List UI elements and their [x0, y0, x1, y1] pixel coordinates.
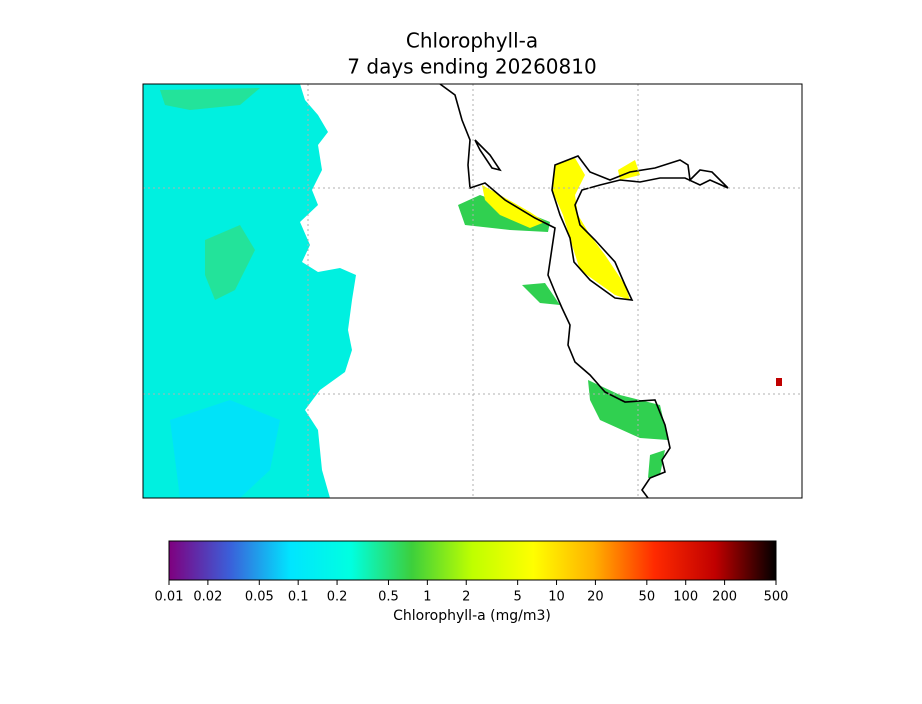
colorbar — [168, 540, 777, 581]
x-tick-label: 0.2 — [327, 590, 348, 605]
x-tick-label: 0.05 — [245, 590, 274, 605]
x-tick-label: 10 — [548, 590, 565, 605]
title: Chlorophyll-a — [406, 29, 538, 53]
ocean-chlorophyll — [143, 84, 356, 498]
ocean-blue-patch — [170, 400, 280, 498]
bay-outline — [474, 139, 729, 301]
x-tick-label: 200 — [712, 590, 737, 605]
x-tick-label: 5 — [514, 590, 522, 605]
x-tick-label: 20 — [587, 590, 604, 605]
map — [143, 84, 802, 498]
colorbar-label: Chlorophyll-a (mg/m3) — [393, 608, 551, 624]
x-tick-label: 0.01 — [155, 590, 184, 605]
x-tick-label: 500 — [764, 590, 789, 605]
high-pixel — [776, 378, 782, 386]
x-tick-label: 50 — [639, 590, 656, 605]
x-tick-label: 0.5 — [378, 590, 399, 605]
coastline — [439, 84, 671, 498]
subtitle: 7 days ending 20260810 — [347, 55, 596, 79]
ocean-green-patch — [160, 88, 260, 300]
map-frame — [142, 83, 803, 499]
coastal-green — [458, 195, 668, 478]
x-tick-label: 1 — [423, 590, 431, 605]
x-tick-label: 0.02 — [193, 590, 222, 605]
x-tick-label: 100 — [673, 590, 698, 605]
x-tick-label: 2 — [462, 590, 470, 605]
x-tick-label: 0.1 — [288, 590, 309, 605]
bay-yellow — [482, 158, 640, 300]
